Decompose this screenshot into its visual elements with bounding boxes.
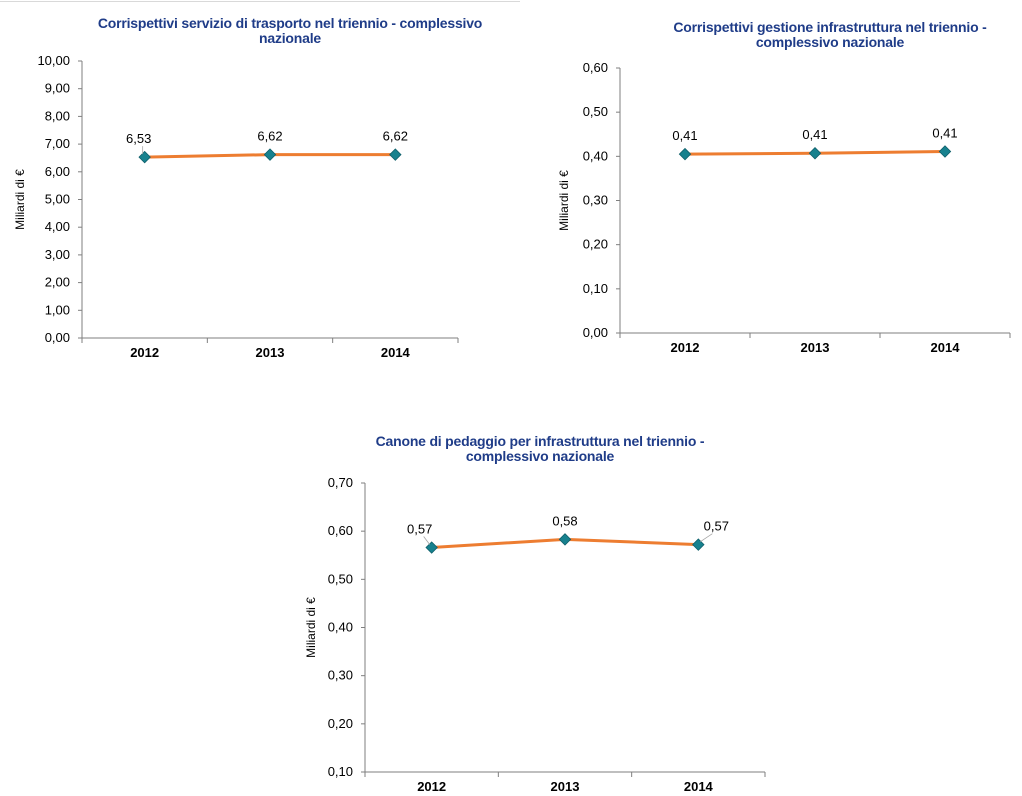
y-tick-label: 0,40 [583, 148, 608, 163]
data-label: 0,57 [704, 519, 729, 534]
data-point-marker [138, 150, 151, 164]
data-label: 0,57 [407, 522, 432, 537]
chart-title: Corrispettivi gestione infrastruttura ne… [630, 20, 1022, 50]
data-label: 6,53 [126, 131, 151, 146]
y-tick-label: 0,50 [328, 571, 353, 586]
line-chart-svg: 0,00 0,10 0,20 0,30 0,40 0,50 0,60 2012 2013 2014… [557, 60, 1011, 355]
data-label: 0,41 [672, 128, 697, 143]
y-tick-label: 0,70 [328, 475, 353, 490]
y-tick-label: 3,00 [45, 247, 70, 262]
line-chart-svg: 0,00 1,00 2,00 3,00 4,00 5,00 6,00 7,00 8,00 9,00… [13, 53, 459, 360]
y-tick-label: 5,00 [45, 192, 70, 207]
y-tick-label: 10,00 [37, 53, 70, 68]
y-tick-label: 4,00 [45, 219, 70, 234]
data-point-marker [692, 538, 705, 551]
y-tick-label: 1,00 [45, 302, 70, 317]
y-tick-label: 9,00 [45, 81, 70, 96]
data-label-leader-line [700, 533, 713, 542]
y-tick-label: 6,00 [45, 164, 70, 179]
y-tick-label: 0,40 [328, 620, 353, 635]
y-tick-label: 0,00 [583, 325, 608, 340]
y-axis-title: Miliardi di € [13, 169, 27, 230]
y-tick-label: 0,20 [583, 237, 608, 252]
y-tick-label: 7,00 [45, 136, 70, 151]
x-tick-label: 2012 [130, 345, 159, 360]
data-label: 0,41 [932, 125, 957, 140]
top-divider-line [0, 1, 520, 2]
chart-title-line-2: complessivo nazionale [465, 448, 615, 464]
x-tick-label: 2012 [671, 340, 700, 355]
y-axis-title: Miliardi di € [557, 170, 571, 231]
y-tick-label: 8,00 [45, 108, 70, 123]
data-point-marker [263, 148, 277, 161]
y-axis-title: Miliardi di € [304, 597, 318, 658]
chart-title: Canone di pedaggio per infrastruttura ne… [340, 434, 740, 464]
chart-title-line-1: Canone di pedaggio per infrastruttura ne… [375, 433, 705, 449]
data-point-marker [938, 145, 952, 158]
x-tick-label: 2014 [684, 779, 714, 794]
y-tick-label: 0,10 [583, 281, 608, 296]
data-point-marker [558, 533, 572, 546]
data-label: 0,41 [802, 127, 827, 142]
data-point-marker [389, 148, 402, 161]
x-tick-label: 2014 [381, 345, 411, 360]
y-tick-label: 0,10 [328, 764, 353, 779]
chart-transport-service: Corrispettivi servizio di trasporto nel … [0, 0, 520, 380]
x-tick-label: 2012 [417, 779, 446, 794]
x-tick-label: 2014 [931, 340, 961, 355]
data-point-marker [678, 147, 692, 161]
data-point-marker [808, 147, 822, 160]
x-tick-label: 2013 [256, 345, 285, 360]
y-tick-label: 0,60 [583, 60, 608, 75]
y-tick-label: 0,30 [328, 668, 353, 683]
y-tick-label: 2,00 [45, 275, 70, 290]
y-tick-label: 0,20 [328, 716, 353, 731]
chart-title: Corrispettivi servizio di trasporto nel … [40, 16, 540, 46]
chart-track-access-charge: Canone di pedaggio per infrastruttura ne… [290, 420, 790, 796]
data-label: 0,58 [552, 513, 577, 528]
chart-title-line-1: Corrispettivi servizio di trasporto nel … [97, 15, 483, 31]
data-label: 6,62 [383, 129, 408, 144]
y-tick-label: 0,50 [583, 104, 608, 119]
y-tick-label: 0,00 [45, 330, 70, 345]
x-tick-label: 2013 [551, 779, 580, 794]
data-label: 6,62 [257, 129, 282, 144]
chart-title-line-2: nazionale [259, 30, 321, 46]
data-label-leader-line [423, 536, 430, 545]
chart-infrastructure-management: Corrispettivi gestione infrastruttura ne… [540, 0, 1022, 380]
line-chart-svg: 0,10 0,20 0,30 0,40 0,50 0,60 0,70 2012 2013 2014… [304, 475, 766, 794]
data-point-marker [425, 541, 438, 554]
x-tick-label: 2013 [801, 340, 830, 355]
chart-title-line-2: complessivo nazionale [755, 34, 905, 50]
y-tick-label: 0,60 [328, 523, 353, 538]
chart-title-line-1: Corrispettivi gestione infrastruttura ne… [673, 19, 987, 35]
y-tick-label: 0,30 [583, 193, 608, 208]
